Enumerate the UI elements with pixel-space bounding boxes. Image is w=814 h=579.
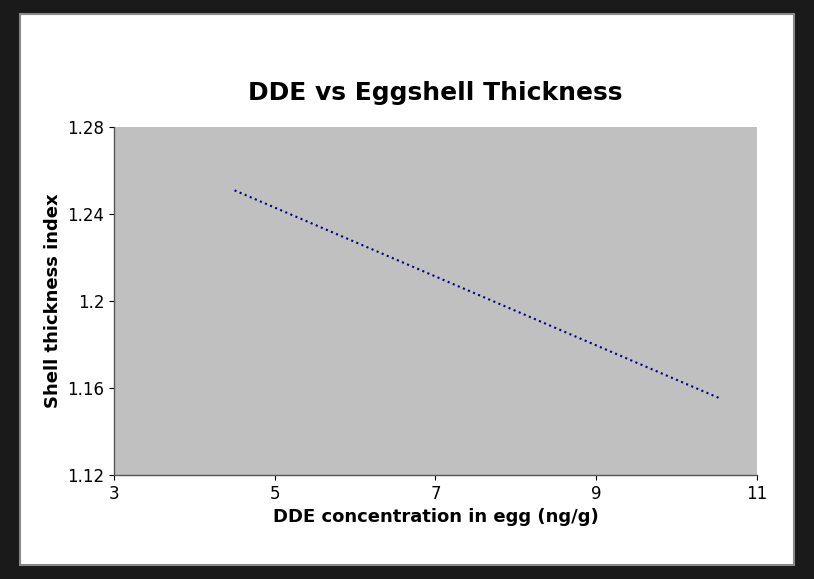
Title: DDE vs Eggshell Thickness: DDE vs Eggshell Thickness <box>248 80 623 105</box>
X-axis label: DDE concentration in egg (ng/g): DDE concentration in egg (ng/g) <box>273 508 598 526</box>
Y-axis label: Shell thickness index: Shell thickness index <box>44 194 62 408</box>
